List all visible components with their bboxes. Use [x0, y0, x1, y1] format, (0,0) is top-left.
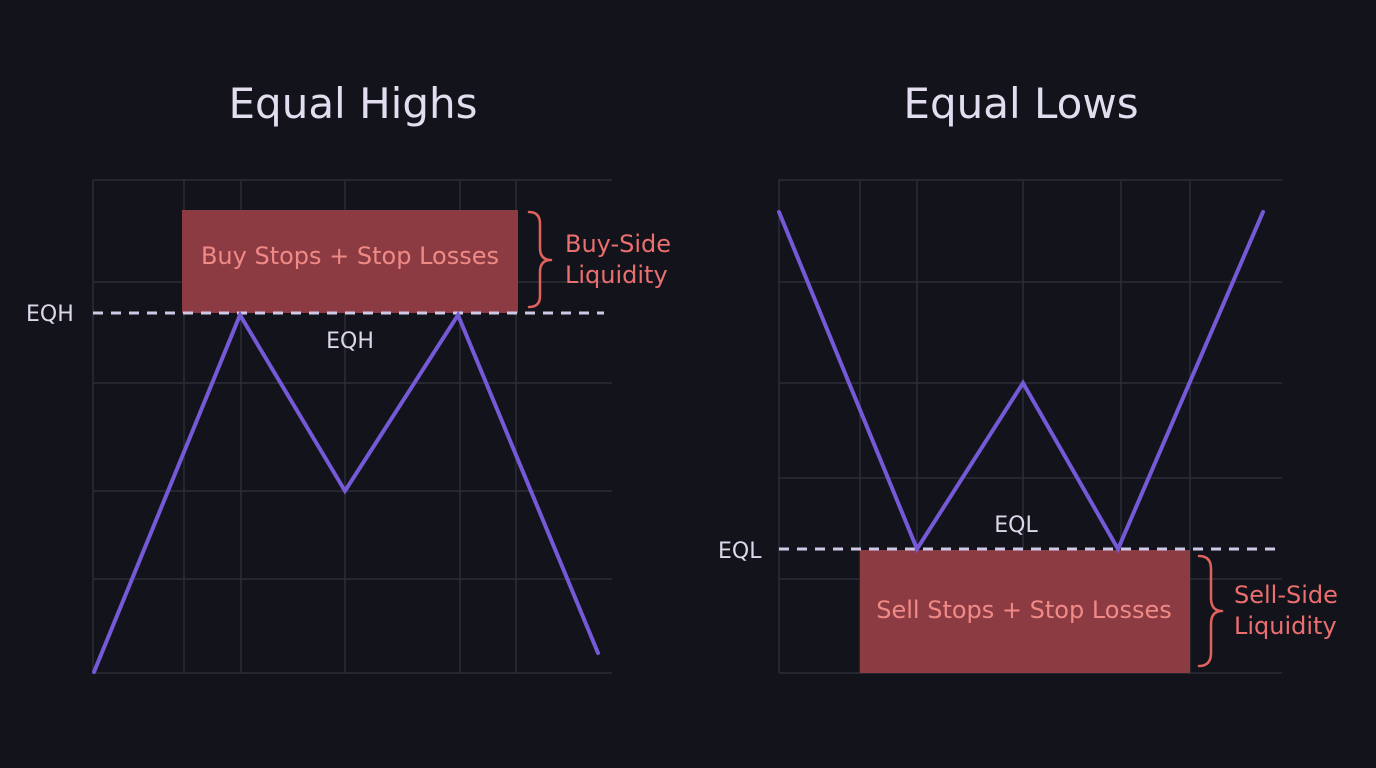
- sell-side-liquidity-zone: [860, 550, 1190, 673]
- sell-side-label-line1: Sell-Side: [1234, 581, 1338, 609]
- sell-side-label-line2: Liquidity: [1234, 612, 1337, 640]
- eql-axis-tag: EQL: [718, 539, 762, 564]
- eqh-axis-tag: EQH: [26, 302, 74, 327]
- brace-icon: [1197, 554, 1224, 668]
- buy-side-label-line2: Liquidity: [565, 261, 668, 289]
- sell-stops-zone-label: Sell Stops + Stop Losses: [876, 596, 1172, 624]
- eqh-label: EQH: [326, 329, 374, 354]
- eql-label: EQL: [994, 513, 1038, 538]
- buy-stops-zone-label: Buy Stops + Stop Losses: [201, 242, 499, 270]
- buy-side-label-line1: Buy-Side: [565, 230, 671, 258]
- brace-icon: [527, 210, 553, 309]
- equal-highs-panel: Equal Highs Buy Stops + Stop Losses Buy-…: [26, 79, 671, 674]
- buy-side-liquidity-zone: [182, 210, 518, 313]
- equal-lows-price-path: [777, 210, 1265, 554]
- equal-lows-title: Equal Lows: [903, 79, 1138, 128]
- equal-highs-price-path: [92, 310, 600, 674]
- equal-highs-title: Equal Highs: [229, 79, 478, 128]
- equal-lows-panel: Equal Lows Sell Stops + Stop Losses Sell…: [718, 79, 1338, 674]
